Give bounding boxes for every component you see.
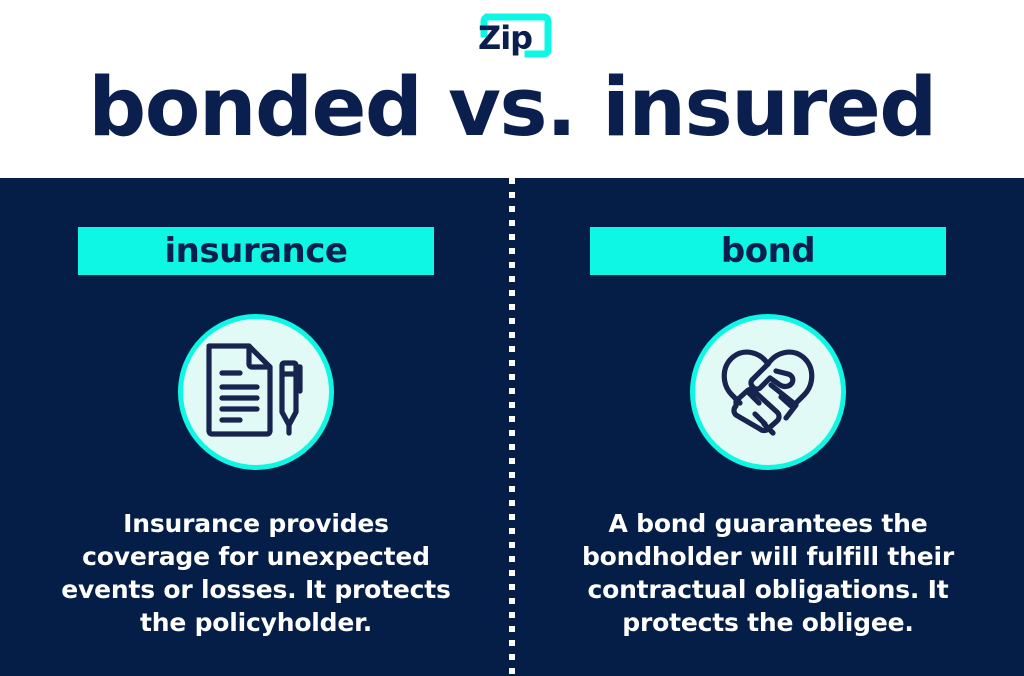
banner-insurance: insurance: [78, 227, 434, 275]
page-title: bonded vs. insured: [88, 61, 937, 155]
columns-wrapper: insurance: [0, 178, 1024, 676]
column-bond: bond: [512, 178, 1024, 676]
banner-bond: bond: [590, 227, 946, 275]
svg-text:Zip: Zip: [478, 19, 532, 57]
icon-circle-insurance: [178, 314, 334, 470]
banner-label-bond: bond: [720, 231, 816, 271]
vertical-dotted-divider: [509, 178, 515, 676]
header: Zip bonded vs. insured: [0, 0, 1024, 178]
zip-logo: Zip: [466, 8, 558, 60]
icon-circle-bond: [690, 314, 846, 470]
description-bond: A bond guarantees the bondholder will fu…: [581, 509, 955, 637]
description-insurance: Insurance provides coverage for unexpect…: [61, 509, 451, 637]
banner-label-insurance: insurance: [164, 231, 348, 271]
comparison-panel: insurance: [0, 178, 1024, 676]
heart-handshake-icon: [721, 349, 815, 436]
zip-bracket-logo-icon: Zip: [478, 13, 552, 58]
column-insurance: insurance: [0, 178, 512, 676]
document-and-pen-icon: [206, 343, 303, 437]
